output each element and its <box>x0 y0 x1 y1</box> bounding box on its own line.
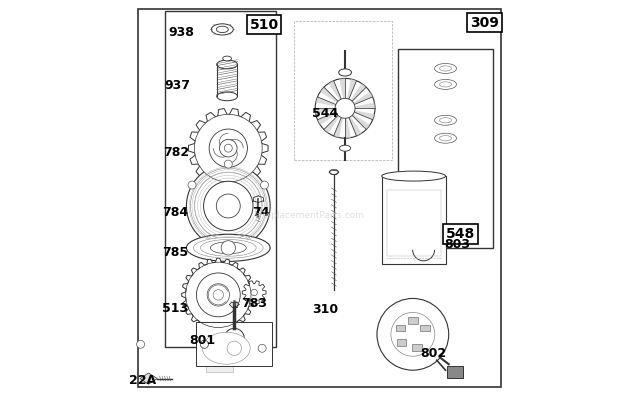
Circle shape <box>335 98 355 118</box>
Ellipse shape <box>202 332 250 364</box>
Text: 74: 74 <box>252 206 269 219</box>
Bar <box>397 339 406 346</box>
Polygon shape <box>324 115 340 133</box>
Circle shape <box>377 298 449 370</box>
Polygon shape <box>329 81 341 100</box>
Polygon shape <box>316 97 336 106</box>
Bar <box>397 48 494 248</box>
Text: 938: 938 <box>169 26 195 39</box>
Text: 802: 802 <box>420 347 446 360</box>
Ellipse shape <box>211 24 233 35</box>
Bar <box>408 317 418 324</box>
Polygon shape <box>188 108 268 188</box>
Circle shape <box>251 289 257 296</box>
Circle shape <box>391 312 435 356</box>
Circle shape <box>200 340 208 348</box>
Ellipse shape <box>435 64 456 74</box>
Text: eReplacementParts.com: eReplacementParts.com <box>255 212 365 220</box>
Bar <box>294 21 392 160</box>
Circle shape <box>224 244 232 252</box>
Polygon shape <box>315 108 335 114</box>
Circle shape <box>224 328 244 348</box>
Bar <box>382 176 446 264</box>
Ellipse shape <box>217 92 237 101</box>
Bar <box>447 366 463 378</box>
Circle shape <box>188 181 196 189</box>
Circle shape <box>219 140 237 157</box>
Text: 309: 309 <box>470 16 499 30</box>
Polygon shape <box>352 114 370 130</box>
Circle shape <box>209 129 247 167</box>
Circle shape <box>224 160 232 168</box>
Text: 783: 783 <box>241 297 267 310</box>
Polygon shape <box>242 281 266 304</box>
Bar <box>206 352 234 372</box>
Ellipse shape <box>435 133 456 143</box>
Text: 513: 513 <box>162 302 188 315</box>
Polygon shape <box>347 79 356 99</box>
Text: 22A: 22A <box>129 374 156 387</box>
Circle shape <box>221 241 236 255</box>
Bar <box>396 325 405 331</box>
Circle shape <box>227 341 241 356</box>
Text: 782: 782 <box>163 146 189 160</box>
Text: 803: 803 <box>445 238 471 251</box>
Circle shape <box>213 290 223 300</box>
Polygon shape <box>320 87 338 103</box>
Text: 784: 784 <box>162 206 188 219</box>
Ellipse shape <box>382 171 446 181</box>
Ellipse shape <box>193 238 263 258</box>
Polygon shape <box>351 84 366 101</box>
Bar <box>386 190 441 256</box>
Circle shape <box>207 284 229 306</box>
Bar <box>164 11 276 348</box>
Ellipse shape <box>435 115 456 125</box>
Circle shape <box>224 144 232 152</box>
Ellipse shape <box>440 136 451 141</box>
Polygon shape <box>140 373 157 384</box>
Ellipse shape <box>435 80 456 89</box>
Ellipse shape <box>187 234 270 261</box>
Ellipse shape <box>217 60 237 69</box>
Circle shape <box>203 181 253 231</box>
Circle shape <box>200 340 208 348</box>
Ellipse shape <box>200 240 256 256</box>
Polygon shape <box>355 102 375 108</box>
Ellipse shape <box>330 170 339 174</box>
Ellipse shape <box>216 26 228 32</box>
Ellipse shape <box>440 82 451 87</box>
Text: 510: 510 <box>250 18 279 32</box>
Polygon shape <box>353 92 373 104</box>
Polygon shape <box>339 78 345 98</box>
Ellipse shape <box>210 242 246 254</box>
Bar <box>197 322 272 366</box>
Ellipse shape <box>339 69 352 76</box>
Polygon shape <box>334 118 343 138</box>
Text: 310: 310 <box>312 303 338 316</box>
Ellipse shape <box>223 56 231 61</box>
Polygon shape <box>345 118 351 138</box>
Bar <box>420 325 430 331</box>
Circle shape <box>197 273 240 317</box>
Polygon shape <box>354 110 374 120</box>
Polygon shape <box>182 258 255 332</box>
Polygon shape <box>349 117 361 136</box>
Ellipse shape <box>440 66 451 71</box>
Text: 785: 785 <box>162 246 188 259</box>
Circle shape <box>315 78 375 138</box>
Bar <box>412 344 422 351</box>
Text: 548: 548 <box>446 227 476 241</box>
Ellipse shape <box>440 118 451 123</box>
Circle shape <box>216 194 240 218</box>
Circle shape <box>187 164 270 248</box>
Text: 801: 801 <box>189 334 215 347</box>
Circle shape <box>260 181 268 189</box>
Circle shape <box>195 114 262 182</box>
Circle shape <box>136 340 144 348</box>
Text: 937: 937 <box>165 79 191 92</box>
Text: 544: 544 <box>312 107 339 120</box>
Ellipse shape <box>340 145 351 151</box>
Polygon shape <box>317 112 337 125</box>
Circle shape <box>258 344 266 352</box>
